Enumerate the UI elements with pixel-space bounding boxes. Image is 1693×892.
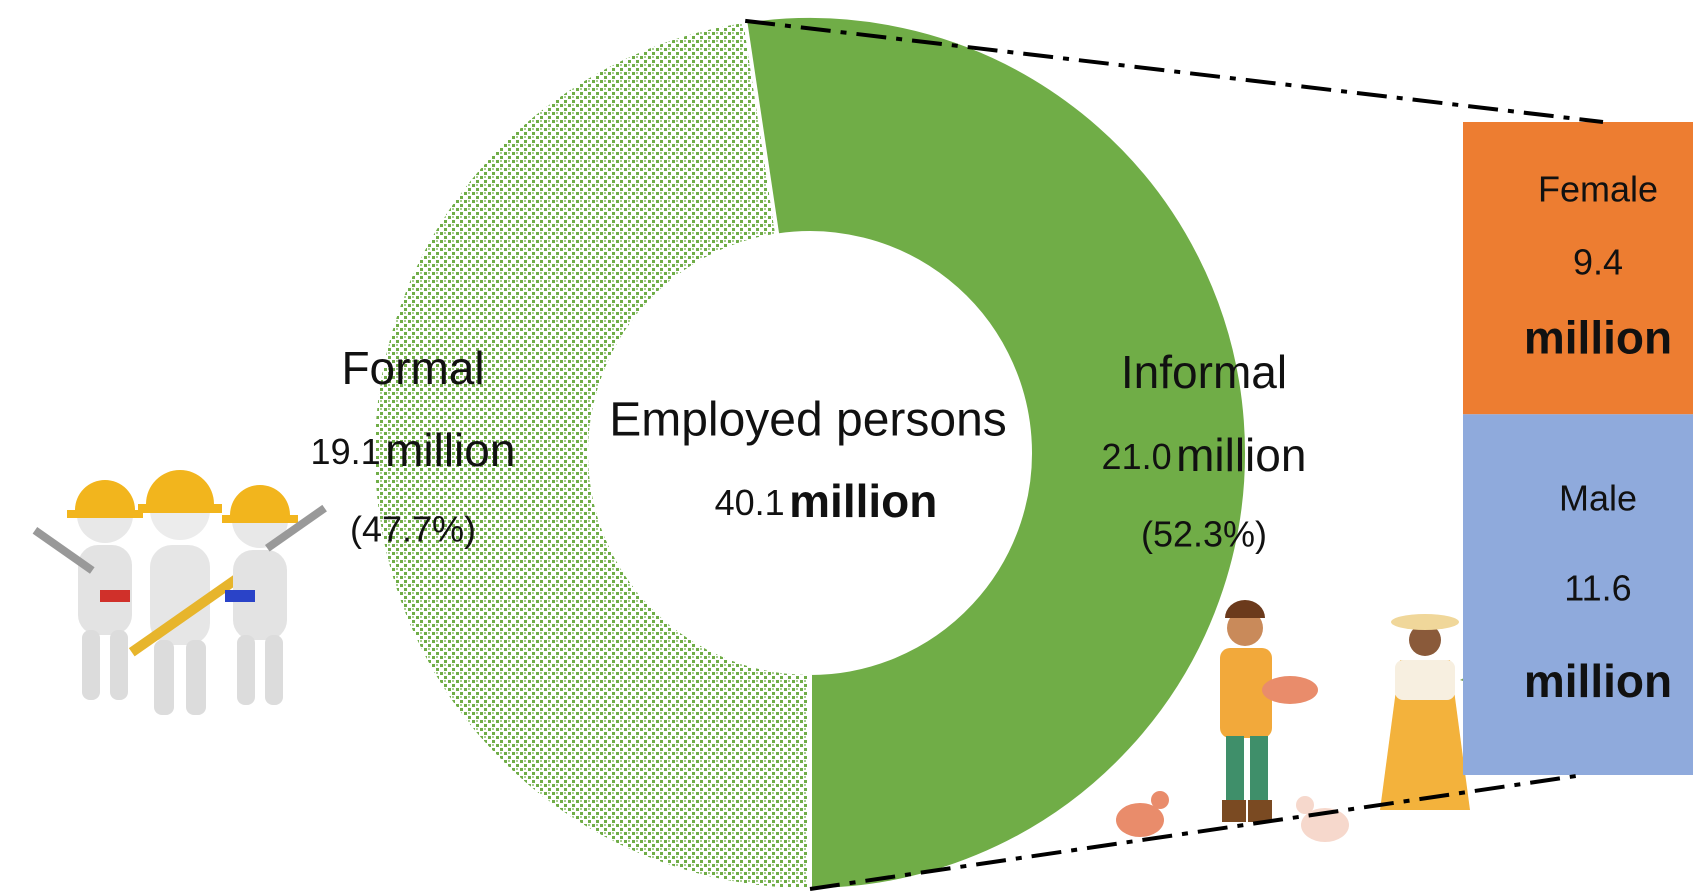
center-label: Employed persons bbox=[609, 394, 1007, 447]
connector-line bbox=[809, 773, 1584, 891]
bar-segment bbox=[1463, 122, 1693, 415]
slice-percent: (47.7%) bbox=[350, 509, 476, 550]
farmers-illustration bbox=[1116, 600, 1500, 842]
slice-value-unit: million bbox=[1176, 429, 1306, 481]
slice-value: 19.1 million bbox=[311, 424, 516, 476]
slice-label: Formal bbox=[341, 342, 484, 394]
bar-unit: million bbox=[1524, 655, 1672, 707]
center-total: 40.1 million bbox=[715, 475, 938, 527]
center-total-number: 40.1 bbox=[715, 482, 785, 523]
bar-value: 9.4 bbox=[1573, 242, 1623, 283]
workers-illustration bbox=[32, 470, 327, 715]
slice-label: Informal bbox=[1121, 346, 1287, 398]
slice-value-number: 21.0 bbox=[1102, 436, 1172, 477]
bar-value: 11.6 bbox=[1564, 568, 1631, 609]
donut-slice bbox=[742, 14, 1249, 892]
bar-label: Male bbox=[1559, 477, 1637, 518]
plot-area: Formal 19.1 million (47.7%) Informal 21.0 mi… bbox=[311, 14, 1693, 892]
slice-value-number: 19.1 bbox=[311, 431, 381, 472]
bar-segment bbox=[1463, 414, 1693, 775]
center-total-unit: million bbox=[789, 475, 937, 527]
slice-percent: (52.3%) bbox=[1141, 514, 1267, 555]
bar-label: Female bbox=[1538, 169, 1658, 210]
slice-value: 21.0 million bbox=[1102, 429, 1307, 481]
slice-value-unit: million bbox=[385, 424, 515, 476]
donut-slice bbox=[371, 18, 812, 892]
bar-unit: million bbox=[1524, 311, 1672, 363]
